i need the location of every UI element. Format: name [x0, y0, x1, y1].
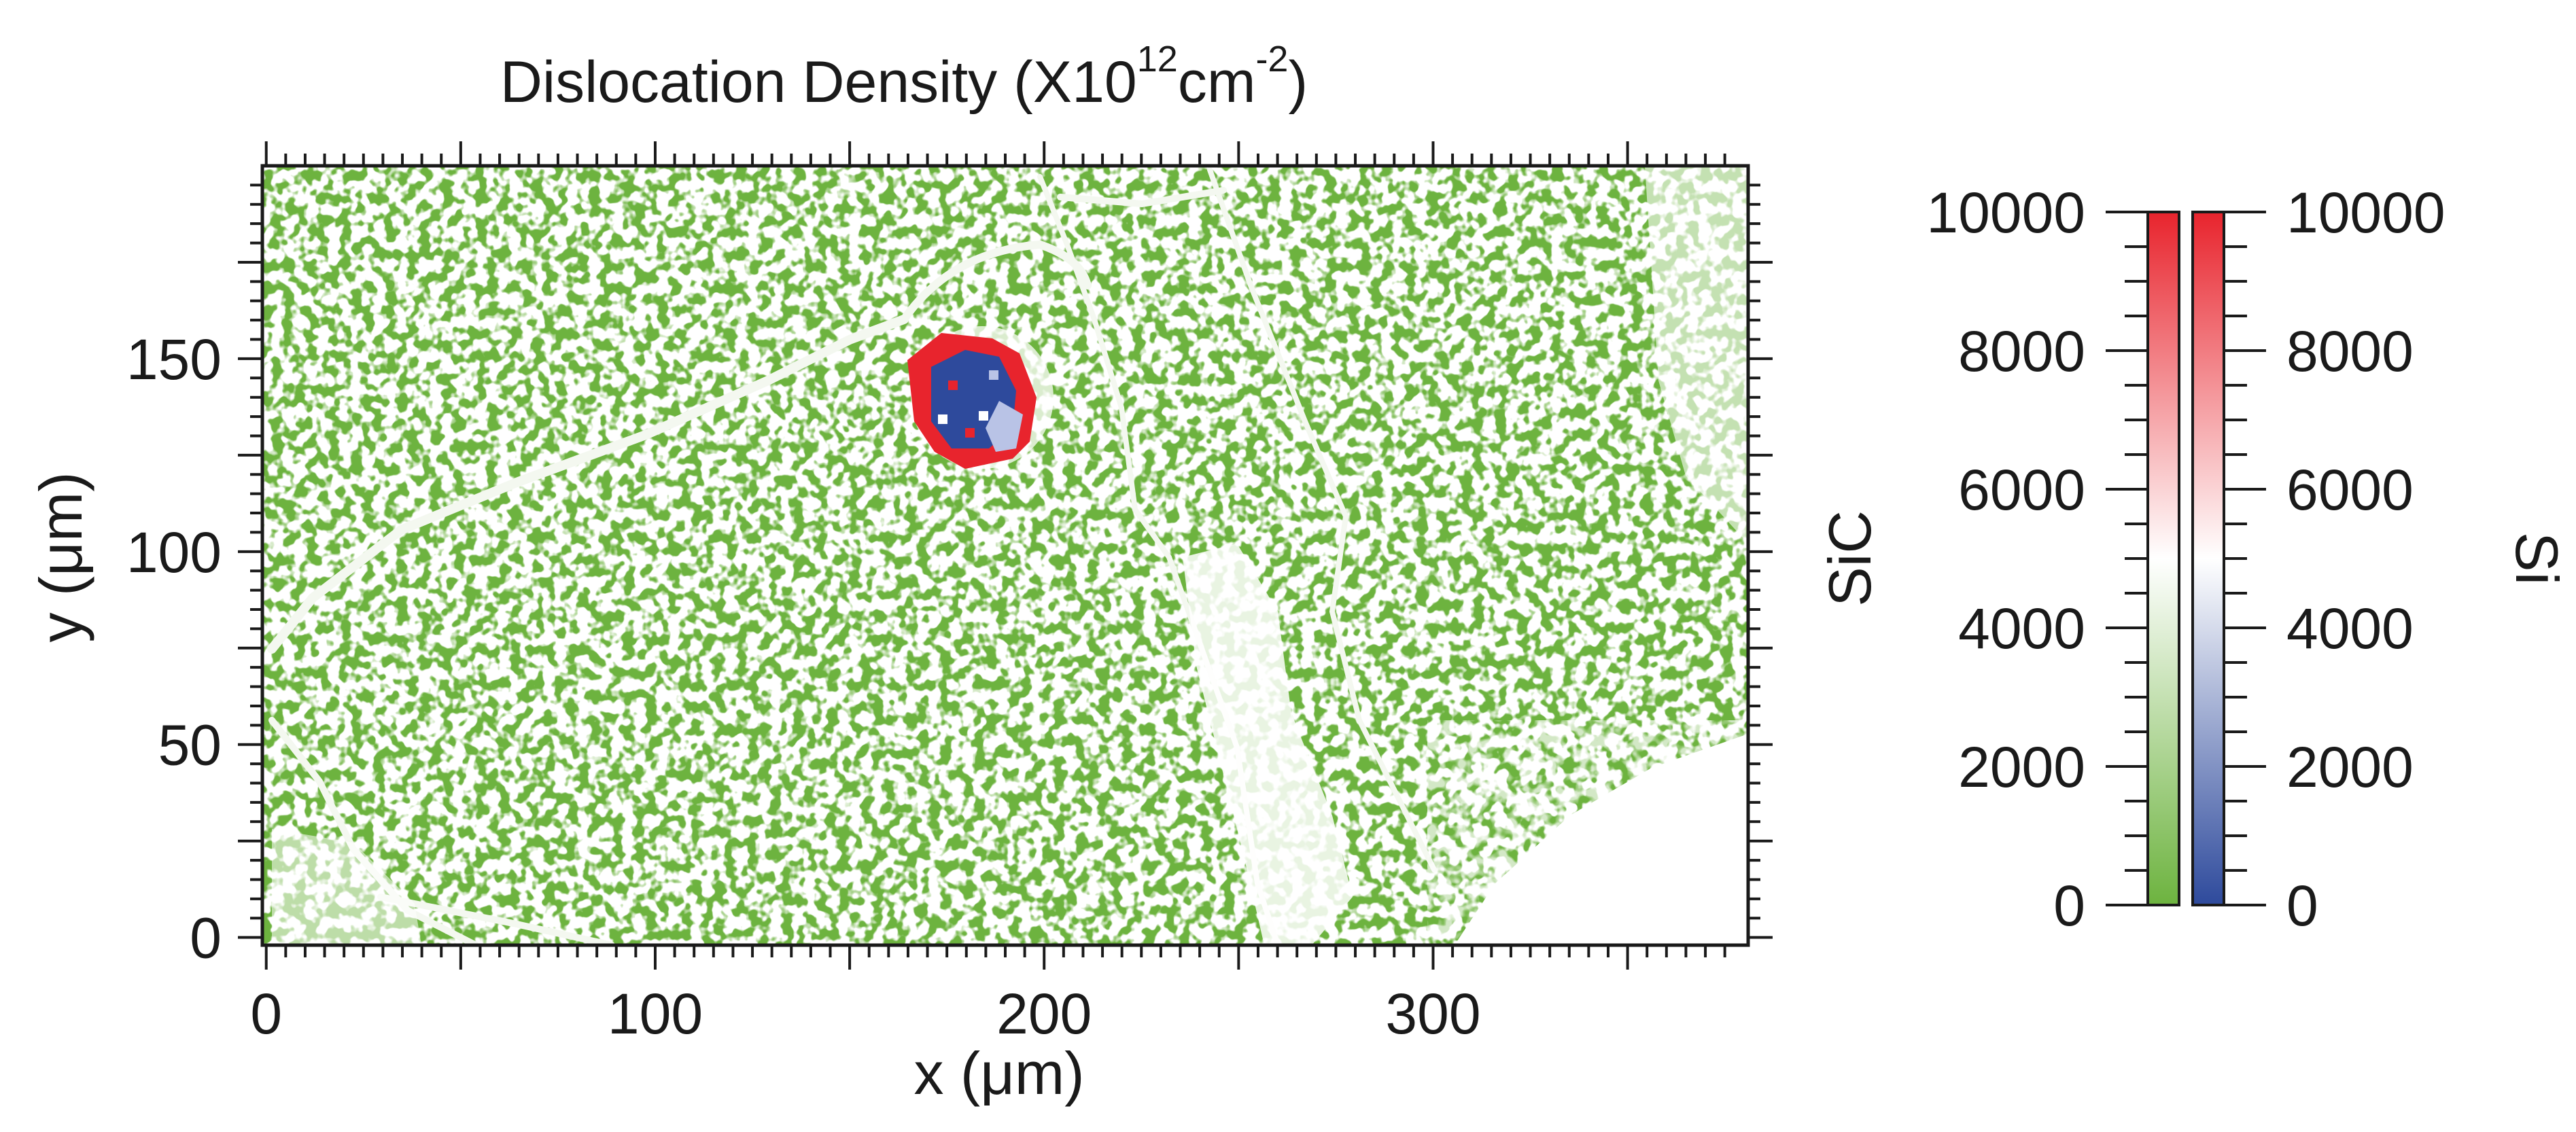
colorbar-si-tick-label: 2000 [2286, 735, 2414, 799]
boundary-vertical-2 [1207, 167, 1437, 872]
colorbar-si-label: Si [2503, 532, 2571, 585]
si-inclusion [907, 326, 1054, 469]
colorbar-sic-tick-label: 8000 [1958, 319, 2085, 383]
textured-region-speckle [1427, 720, 1748, 945]
y-tick-label: 150 [126, 328, 222, 391]
colorbar-sic-ticks: 0 2000 4000 6000 8000 10000 [1926, 181, 2148, 938]
title-main: Dislocation Density (X10 [500, 50, 1137, 115]
y-tick-label: 100 [126, 520, 222, 584]
si-inclusion-pixel [965, 428, 975, 438]
boundary-bottom [377, 894, 615, 945]
y-axis-label: y (μm) [27, 472, 94, 642]
x-axis-label: x (μm) [913, 1040, 1084, 1107]
colorbar-si-tick-label: 4000 [2286, 597, 2414, 660]
colorbar-sic-tick-label: 6000 [1958, 458, 2085, 522]
chart-title: Dislocation Density (X1012cm-2) [500, 39, 1308, 115]
x-axis-ticks: 0 100 200 300 [250, 141, 1726, 1046]
heatmap-plot-area [260, 164, 1750, 947]
crack-textured-region [1183, 544, 1353, 945]
si-inclusion-pixel [938, 414, 947, 424]
lower-left-textured-region [272, 829, 421, 945]
boundary-diagonal [267, 315, 909, 654]
colorbar-sic-tick-label: 4000 [1958, 597, 2085, 660]
upper-right-textured-region [1645, 166, 1748, 544]
si-inclusion-pixel [948, 381, 958, 390]
colorbar-si-tick-label: 0 [2286, 874, 2318, 938]
si-inclusion-pixel [979, 411, 988, 421]
colorbar-si-ticks: 0 2000 4000 6000 8000 10000 [2224, 181, 2446, 938]
y-axis-ticks: 0 50 100 150 [126, 183, 1773, 970]
x-tick-label: 200 [996, 982, 1092, 1046]
colorbars: 0 2000 4000 6000 8000 10000 0 2000 4000 6000 8000… [1816, 181, 2571, 938]
si-inclusion-pixel [989, 370, 998, 380]
title-exponent-2: -2 [1255, 39, 1288, 79]
colorbar-si-tick-label: 10000 [2286, 181, 2446, 245]
x-tick-label: 0 [250, 982, 282, 1046]
colorbar-si-tick-label: 6000 [2286, 458, 2414, 522]
si-inclusion-light-patch [986, 401, 1023, 452]
title-unit: cm [1178, 50, 1256, 115]
y-tick-label: 50 [158, 713, 222, 777]
x-tick-label: 100 [608, 982, 703, 1046]
colorbar-si [2191, 211, 2225, 906]
colorbar-sic-tick-label: 2000 [1958, 735, 2085, 799]
title-exponent-1: 12 [1137, 39, 1178, 79]
colorbar-sic-label: SiC [1816, 510, 1883, 607]
colorbar-sic-tick-label: 0 [2053, 874, 2085, 938]
boundary-top-streak [1057, 187, 1227, 208]
colorbar-sic [2146, 211, 2180, 906]
title-close: ) [1288, 50, 1308, 115]
y-tick-label: 0 [190, 906, 222, 970]
colorbar-sic-tick-label: 10000 [1926, 181, 2085, 245]
colorbar-si-tick-label: 8000 [2286, 319, 2414, 383]
x-tick-label: 300 [1385, 982, 1480, 1046]
